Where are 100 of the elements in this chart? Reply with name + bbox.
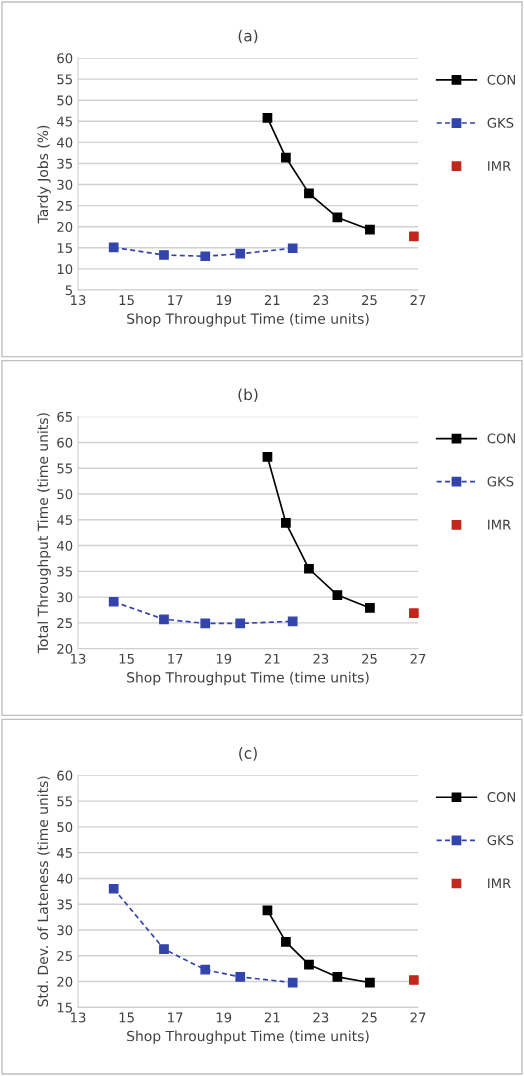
y-tick-label: 65: [57, 411, 72, 422]
point: [304, 563, 314, 574]
legend-label: IMR: [488, 519, 511, 530]
y-tick-label: 15: [57, 1002, 72, 1013]
y-tick-label: 60: [57, 437, 73, 448]
legend-label: CON: [487, 74, 515, 85]
y-tick-label: 55: [57, 796, 72, 807]
y-tick-label: 30: [57, 925, 73, 936]
x-tick-label: 21: [264, 653, 280, 664]
y-tick-label: 45: [56, 116, 72, 127]
y-tick-label: 25: [57, 200, 72, 211]
point: [108, 242, 119, 253]
y-tick-label: 25: [57, 951, 72, 961]
point: [108, 596, 119, 607]
point: [159, 250, 169, 260]
x-tick-label: 21: [264, 1012, 280, 1023]
x-tick-label: 23: [313, 295, 329, 306]
x-tick-label: 15: [119, 1012, 134, 1023]
point: [332, 972, 343, 982]
y-tick-label: 45: [56, 515, 72, 525]
y-tick-label: 55: [57, 463, 72, 474]
y-tick-label: 60: [57, 770, 73, 781]
x-tick-label: 13: [71, 653, 86, 664]
x-tick-label: 13: [71, 1012, 86, 1023]
point: [287, 616, 298, 627]
y-tick-label: 35: [57, 899, 72, 910]
point: [262, 452, 273, 462]
y-tick-label: 35: [57, 566, 72, 577]
x-tick-label: 17: [168, 653, 183, 664]
y-axis-title: Std. Dev. of Lateness (time units): [37, 776, 50, 1007]
y-tick-label: 25: [57, 618, 72, 629]
y-tick-label: 35: [57, 158, 72, 169]
x-tick-label: 27: [410, 1012, 426, 1023]
legend-label: GKS: [487, 117, 514, 128]
y-tick-label: 10: [57, 264, 73, 275]
x-tick-label: 25: [362, 653, 377, 664]
point: [262, 113, 273, 123]
legend-label: CON: [487, 792, 515, 803]
y-tick-label: 50: [57, 822, 73, 833]
point: [409, 608, 419, 618]
x-tick-label: 13: [71, 295, 86, 306]
y-tick-label: 40: [56, 540, 73, 551]
x-tick-label: 17: [168, 295, 183, 305]
y-tick-label: 20: [57, 221, 73, 232]
y-tick-label: 20: [57, 976, 73, 987]
x-axis-title: Shop Throughput Time (time units): [127, 313, 369, 327]
point: [281, 152, 291, 163]
point: [365, 603, 375, 613]
y-tick-label: 30: [57, 592, 73, 603]
point: [235, 618, 246, 629]
y-axis-title: Total Throughput Time (time units): [37, 413, 51, 654]
point: [200, 618, 211, 629]
legend-label: GKS: [487, 476, 514, 487]
x-tick-label: 23: [313, 1012, 329, 1023]
legend-label: GKS: [487, 835, 514, 846]
x-axis-title: Shop Throughput Time (time units): [127, 671, 369, 686]
y-tick-label: 45: [56, 848, 72, 858]
point: [365, 224, 375, 235]
y-tick-label: 5: [65, 285, 72, 296]
point: [159, 944, 169, 954]
point: [409, 975, 419, 985]
legend-label: IMR: [488, 161, 511, 171]
legend-label: IMR: [488, 878, 511, 889]
y-tick-label: 60: [57, 53, 73, 64]
x-tick-label: 15: [119, 653, 134, 664]
y-axis-title: Tardy Jobs (%): [37, 125, 51, 224]
chart-title: (a): [238, 29, 258, 44]
x-tick-label: 15: [119, 295, 134, 306]
x-tick-label: 19: [216, 653, 232, 664]
y-tick-label: 50: [57, 95, 73, 106]
point: [281, 936, 291, 947]
point: [108, 883, 119, 894]
point: [287, 243, 298, 254]
y-tick-label: 30: [57, 179, 73, 190]
y-tick-label: 15: [57, 243, 72, 254]
x-tick-label: 27: [410, 295, 426, 305]
y-tick-label: 50: [57, 489, 73, 500]
legend-label: CON: [487, 433, 515, 444]
point: [235, 972, 246, 982]
point: [304, 959, 314, 970]
x-tick-label: 25: [362, 1012, 377, 1023]
chart-title: (c): [239, 747, 257, 761]
x-tick-label: 23: [313, 653, 329, 664]
point: [159, 614, 169, 625]
point: [200, 964, 211, 975]
point: [200, 251, 211, 262]
x-tick-label: 25: [362, 295, 377, 306]
x-tick-label: 21: [264, 295, 280, 305]
point: [235, 248, 246, 259]
y-tick-label: 20: [57, 643, 73, 654]
x-tick-label: 17: [168, 1012, 183, 1023]
x-tick-label: 19: [216, 295, 232, 306]
y-tick-label: 40: [56, 873, 73, 884]
point: [287, 977, 298, 988]
y-tick-label: 55: [57, 74, 72, 85]
chart-title: (b): [238, 388, 258, 403]
x-tick-label: 19: [216, 1012, 232, 1023]
point: [365, 977, 375, 988]
point: [281, 518, 291, 528]
x-tick-label: 27: [410, 653, 426, 664]
